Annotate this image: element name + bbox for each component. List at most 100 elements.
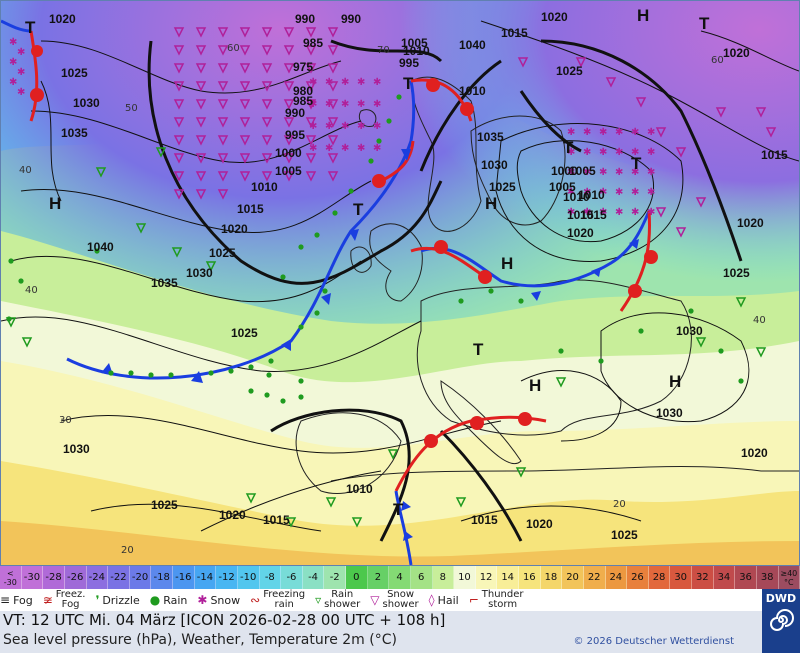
isobar-label: 1020 — [221, 222, 248, 236]
snow-shower-icon — [695, 197, 707, 208]
scale-cell: 30 — [670, 566, 692, 589]
temperature-label: 60 — [711, 55, 724, 66]
high-center: H — [529, 376, 541, 395]
isobar-label: 1030 — [676, 324, 703, 338]
map-subtitle: Sea level pressure (hPa), Weather, Tempe… — [3, 632, 397, 648]
rain-shower-icon — [245, 493, 257, 504]
snow-shower-icon — [261, 45, 273, 56]
snow-shower-icon — [239, 117, 251, 128]
temperature-label: 40 — [19, 165, 32, 176]
snow-shower-icon — [173, 27, 185, 38]
rain-shower-icon — [695, 337, 707, 348]
legend-thunderstorm-line2: storm — [488, 599, 518, 610]
rain-icon — [518, 298, 524, 304]
snow-shower-icon — [575, 57, 587, 68]
isobar-label: 985 — [303, 36, 323, 50]
legend-freezing-fog-label: Freez. Fog — [56, 590, 86, 610]
hail-icon: ◊ — [428, 593, 435, 607]
snow-icon: ✱ — [17, 67, 25, 78]
temperature-label: 50 — [125, 103, 138, 114]
low-center: T — [699, 14, 710, 33]
low-center: T — [563, 138, 574, 157]
snow-icon: ✱ — [631, 167, 639, 178]
rain-icon — [8, 258, 14, 264]
snow-shower-icon — [217, 45, 229, 56]
snow-shower-icon — [261, 171, 273, 182]
warm-front-semicircles — [30, 45, 658, 448]
temperature-label: 60 — [227, 43, 240, 54]
scale-cell: 26 — [627, 566, 649, 589]
legend-snow-shower-line2: shower — [382, 599, 419, 610]
low-center: T — [25, 18, 36, 37]
isobar-label: 1010 — [578, 188, 605, 202]
snow-shower-icon — [305, 153, 317, 164]
legend-drizzle: ❜ Drizzle — [95, 593, 139, 607]
isobar-label: 1025 — [556, 64, 583, 78]
isobar-label: 1010 — [346, 482, 373, 496]
scale-cell: -18 — [151, 566, 173, 589]
isobar-label: 990 — [341, 12, 361, 26]
snow-shower-icon — [195, 45, 207, 56]
isobar-label: 1035 — [477, 130, 504, 144]
snow-icon: ✱ — [615, 207, 623, 218]
isobar-label: 1030 — [186, 266, 213, 280]
snow-shower-icon — [217, 81, 229, 92]
snow-icon: ✱ — [17, 47, 25, 58]
snow-icon: ✱ — [647, 167, 655, 178]
isobar-label: 985 — [293, 94, 313, 108]
isobar-label: 1040 — [87, 240, 114, 254]
snow-shower-icon — [283, 99, 295, 110]
rain-icon — [488, 288, 494, 294]
snow-shower-icon — [283, 153, 295, 164]
legend-thunderstorm-line1: Thunder — [481, 589, 524, 600]
snow-icon: ✱ — [373, 143, 381, 154]
scale-cell: 20 — [562, 566, 584, 589]
isobar-label: 1005 — [569, 164, 596, 178]
legend-rain-label: Rain — [163, 593, 188, 607]
temperature-label: 20 — [613, 499, 626, 510]
snow-shower-icon — [173, 45, 185, 56]
map-canvas: ✱ ✱ ✱ ✱ ✱ ✱ ✱ ✱ ✱ ✱ ✱ ✱ ✱ ✱ ✱ ✱ ✱ ✱ ✱ ✱ ✱ ✱ ✱ ✱ ✱ ✱ ✱ ✱ ✱ ✱ ✱ ✱ ✱ ✱ ✱ ✱ ✱ ✱ ✱ ✱… — [1, 1, 799, 565]
temperature-label: 30 — [59, 415, 72, 426]
low-center: T — [393, 500, 404, 519]
snow-icon: ✱ — [373, 99, 381, 110]
isobar-label: 1030 — [481, 158, 508, 172]
snow-icon: ✱ — [615, 127, 623, 138]
scale-cell: -30 — [21, 566, 44, 589]
snow-shower-icon — [173, 171, 185, 182]
isobar-label: 1020 — [723, 46, 750, 60]
snow-icon: ✱ — [647, 127, 655, 138]
freezing-rain-icon: ∾ — [250, 593, 261, 607]
snow-icon: ✱ — [567, 127, 575, 138]
legend-freezing-fog-line1: Freez. — [55, 589, 86, 600]
scale-cell: -6 — [281, 566, 303, 589]
snow-shower-icon — [283, 27, 295, 38]
scale-cell: 38 — [756, 566, 779, 589]
isobar-label: 1020 — [219, 508, 246, 522]
snow-shower-icon — [217, 27, 229, 38]
scale-cell: 32 — [692, 566, 714, 589]
snow-shower-icon — [305, 27, 317, 38]
legend-rain-shower-label: Rain shower — [324, 590, 360, 610]
scale-cell: -22 — [108, 566, 130, 589]
snow-shower-icon — [283, 81, 295, 92]
scale-cell: 12 — [475, 566, 498, 589]
isobar-label: 1015 — [237, 202, 264, 216]
dwd-logo: DWD — [762, 589, 800, 653]
snow-shower-icon — [217, 99, 229, 110]
isobar-label: 1040 — [459, 38, 486, 52]
scale-cell: -2 — [324, 566, 346, 589]
warm-front-occlusion — [380, 140, 415, 183]
high-center: H — [637, 6, 649, 25]
temperature-label: 20 — [121, 545, 134, 556]
isobar-label: 1020 — [567, 226, 594, 240]
isobar-labels: 1020 990 990985975980985990995100010051010… — [49, 10, 788, 542]
scale-cell: 16 — [519, 566, 541, 589]
snow-icon: ✱ — [373, 77, 381, 88]
isobar-label: 1000 — [551, 164, 578, 178]
snow-shower-icon — [675, 227, 687, 238]
scale-high-label: ≥40 — [780, 568, 798, 578]
snow-shower-icon — [327, 27, 339, 38]
snow-shower-icon — [195, 99, 207, 110]
rain-icon — [128, 370, 134, 376]
